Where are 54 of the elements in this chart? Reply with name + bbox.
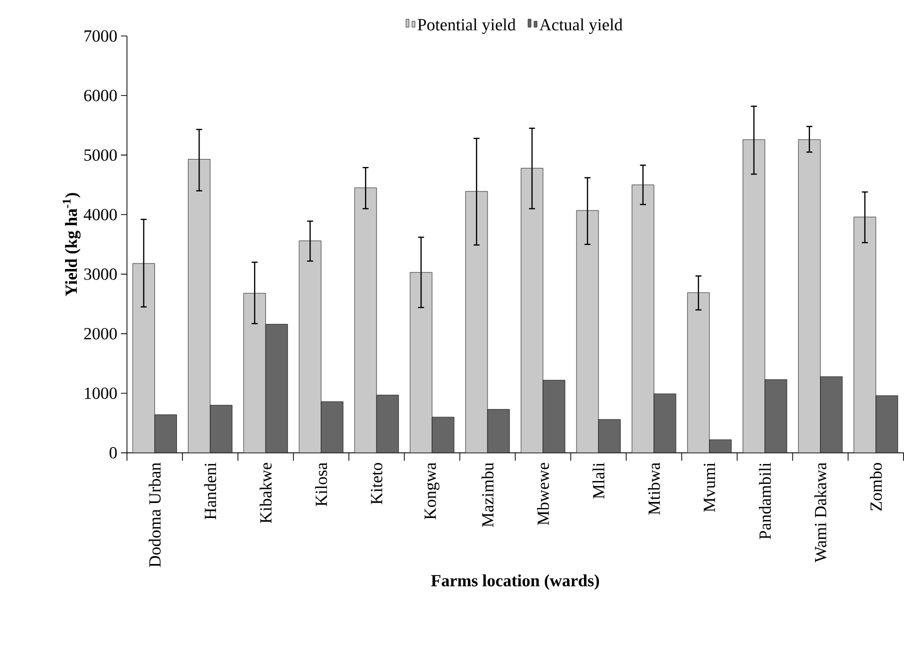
x-tick-label: Mbwewe [537,463,549,526]
y-tick-label: 4000 [84,209,117,220]
bar [465,191,488,453]
x-tick-label: Mazimbu [482,462,494,528]
bar [520,168,544,453]
y-tick-label: 5000 [84,149,117,161]
bar [576,210,599,453]
x-tick-label: Handeni [204,462,216,520]
x-tick-label: Kilosa [315,462,328,506]
x-tick-label: Pandambili [758,462,771,540]
bar [210,405,232,453]
x-tick-label: Mvumi [704,462,716,512]
legend-label: Potential yield [418,18,516,34]
bar [798,140,821,453]
x-tick-label: Mtibwa [648,462,660,515]
x-tick-label: Kibakwe [260,463,272,524]
bar [654,394,676,453]
y-axis-title: Yield (kg ha$^{-1}$) [62,193,81,296]
bar [188,159,210,453]
bar [320,402,344,453]
x-tick-label: Mlali [592,462,604,499]
bar [742,140,766,453]
bar [542,380,566,453]
x-tick-label: Dodoma Urban [148,462,161,568]
bar [487,409,510,453]
x-tick-label: Kiteto [370,463,382,504]
bar [632,184,654,453]
x-tick-label: Wami Dakawa [814,462,826,563]
bar [876,396,898,453]
y-tick-label: 3000 [84,268,117,280]
bar [854,216,876,453]
bar [764,379,788,453]
bar [432,417,454,453]
y-tick-label: 2000 [84,328,117,340]
y-tick-label: 1000 [84,388,117,400]
bar [354,188,377,453]
bar [243,293,266,453]
bar [298,240,322,453]
legend-label: Actual yield [539,18,623,34]
bar [598,419,621,453]
bar [132,263,155,453]
x-tick-label: Zombo [870,463,882,511]
y-tick-label: 0 [110,447,117,459]
bar [265,324,288,453]
bar [154,414,177,453]
x-axis-title: Farms location (wards) [431,574,599,590]
bar [376,394,399,453]
bar [410,272,432,453]
x-tick-label: Kongwa [424,462,440,520]
bar [709,440,732,453]
y-tick-label: 7000 [84,30,117,42]
bar [820,376,843,453]
y-tick-label: 6000 [84,90,117,102]
bar [687,292,710,453]
